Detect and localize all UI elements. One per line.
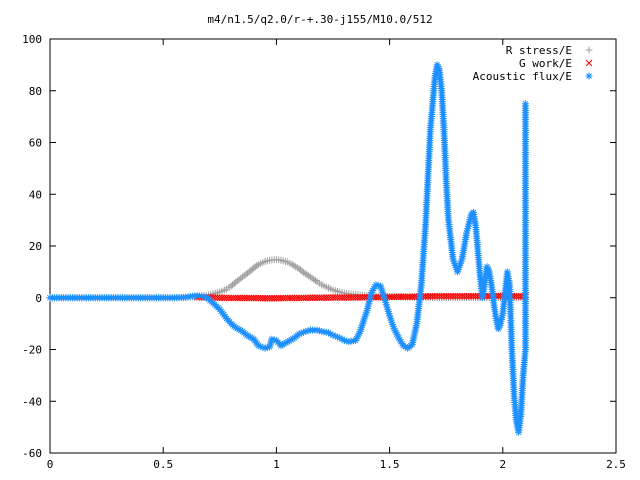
chart-title: m4/n1.5/q2.0/r-+.30-j155/M10.0/512 — [207, 13, 432, 26]
plot-frame — [49, 38, 617, 454]
legend-marker-star — [585, 72, 593, 80]
y-tick-label: 100 — [22, 33, 42, 46]
legend-label: R stress/E — [506, 44, 572, 57]
y-tick-label: 60 — [29, 137, 42, 150]
legend-marker-plus — [585, 46, 593, 54]
plot-border — [49, 38, 617, 454]
x-tick-label: 1 — [273, 458, 280, 471]
legend-marker-cross — [585, 59, 593, 67]
y-tick-label: 0 — [35, 292, 42, 305]
series-layer — [46, 60, 530, 437]
x-tick-label: 2.5 — [606, 458, 626, 471]
y-tick-label: 20 — [29, 240, 42, 253]
x-tick-label: 1.5 — [380, 458, 400, 471]
legend-label: G work/E — [519, 57, 572, 70]
legend-label: Acoustic flux/E — [473, 70, 572, 83]
y-tick-label: -20 — [22, 344, 42, 357]
y-tick-label: -60 — [22, 447, 42, 460]
y-tick-label: 80 — [29, 85, 42, 98]
data-point — [521, 99, 530, 108]
series-star — [46, 60, 530, 437]
y-axis: -60 -40 -20 0 20 40 60 80 100 — [22, 33, 616, 460]
y-tick-label: 40 — [29, 188, 42, 201]
x-axis: 0 0.5 1 1.5 2 2.5 — [47, 39, 626, 471]
x-tick-label: 2 — [499, 458, 506, 471]
x-tick-label: 0 — [47, 458, 54, 471]
x-tick-label: 0.5 — [153, 458, 173, 471]
y-tick-label: -40 — [22, 395, 42, 408]
